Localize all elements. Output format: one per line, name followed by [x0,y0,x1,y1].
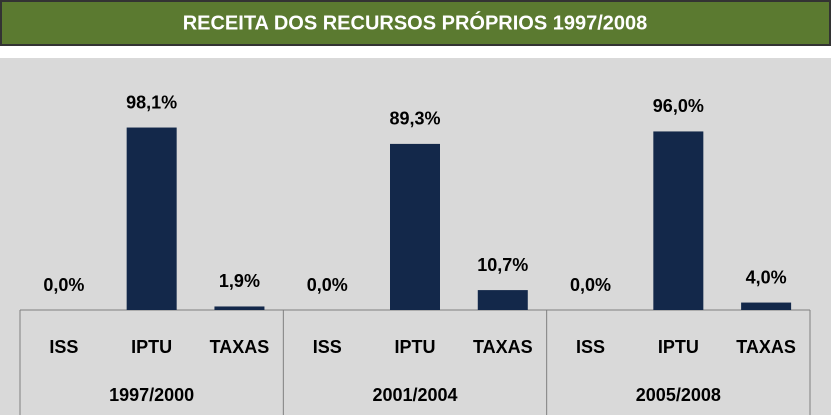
x-tick-label: ISS [49,337,78,357]
data-label: 0,0% [307,275,348,295]
bar [214,306,265,310]
bar [741,302,792,310]
data-label: 89,3% [389,109,440,129]
group-label: 1997/2000 [109,385,194,405]
data-label: 98,1% [126,92,177,112]
x-tick-label: TAXAS [210,337,270,357]
group-label: 2001/2004 [372,385,457,405]
data-label: 10,7% [477,255,528,275]
data-label: 0,0% [43,275,84,295]
x-tick-label: TAXAS [736,337,796,357]
x-tick-label: TAXAS [473,337,533,357]
bar [390,143,440,310]
data-label: 0,0% [570,275,611,295]
data-label: 4,0% [746,267,787,287]
title-bar [0,0,831,46]
chart-title: RECEITA DOS RECURSOS PRÓPRIOS 1997/2008 [183,10,648,34]
x-tick-label: IPTU [658,337,699,357]
bar [477,290,528,310]
x-tick-label: IPTU [394,337,435,357]
x-tick-label: ISS [313,337,342,357]
data-label: 96,0% [653,96,704,116]
group-label: 2005/2008 [636,385,721,405]
bar [653,131,704,310]
bar [126,127,177,310]
data-label: 1,9% [219,271,260,291]
x-tick-label: IPTU [131,337,172,357]
x-tick-label: ISS [576,337,605,357]
